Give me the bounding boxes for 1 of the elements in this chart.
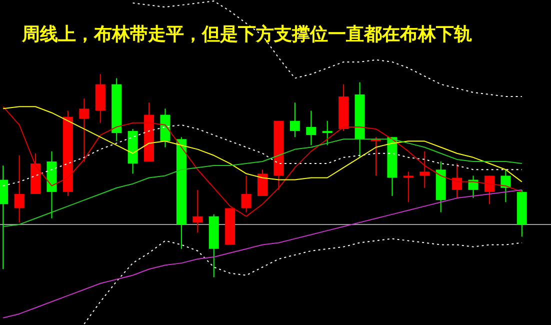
title: 周线上，布林带走平，但是下方支撑位一直都在布林下轨	[22, 24, 472, 45]
